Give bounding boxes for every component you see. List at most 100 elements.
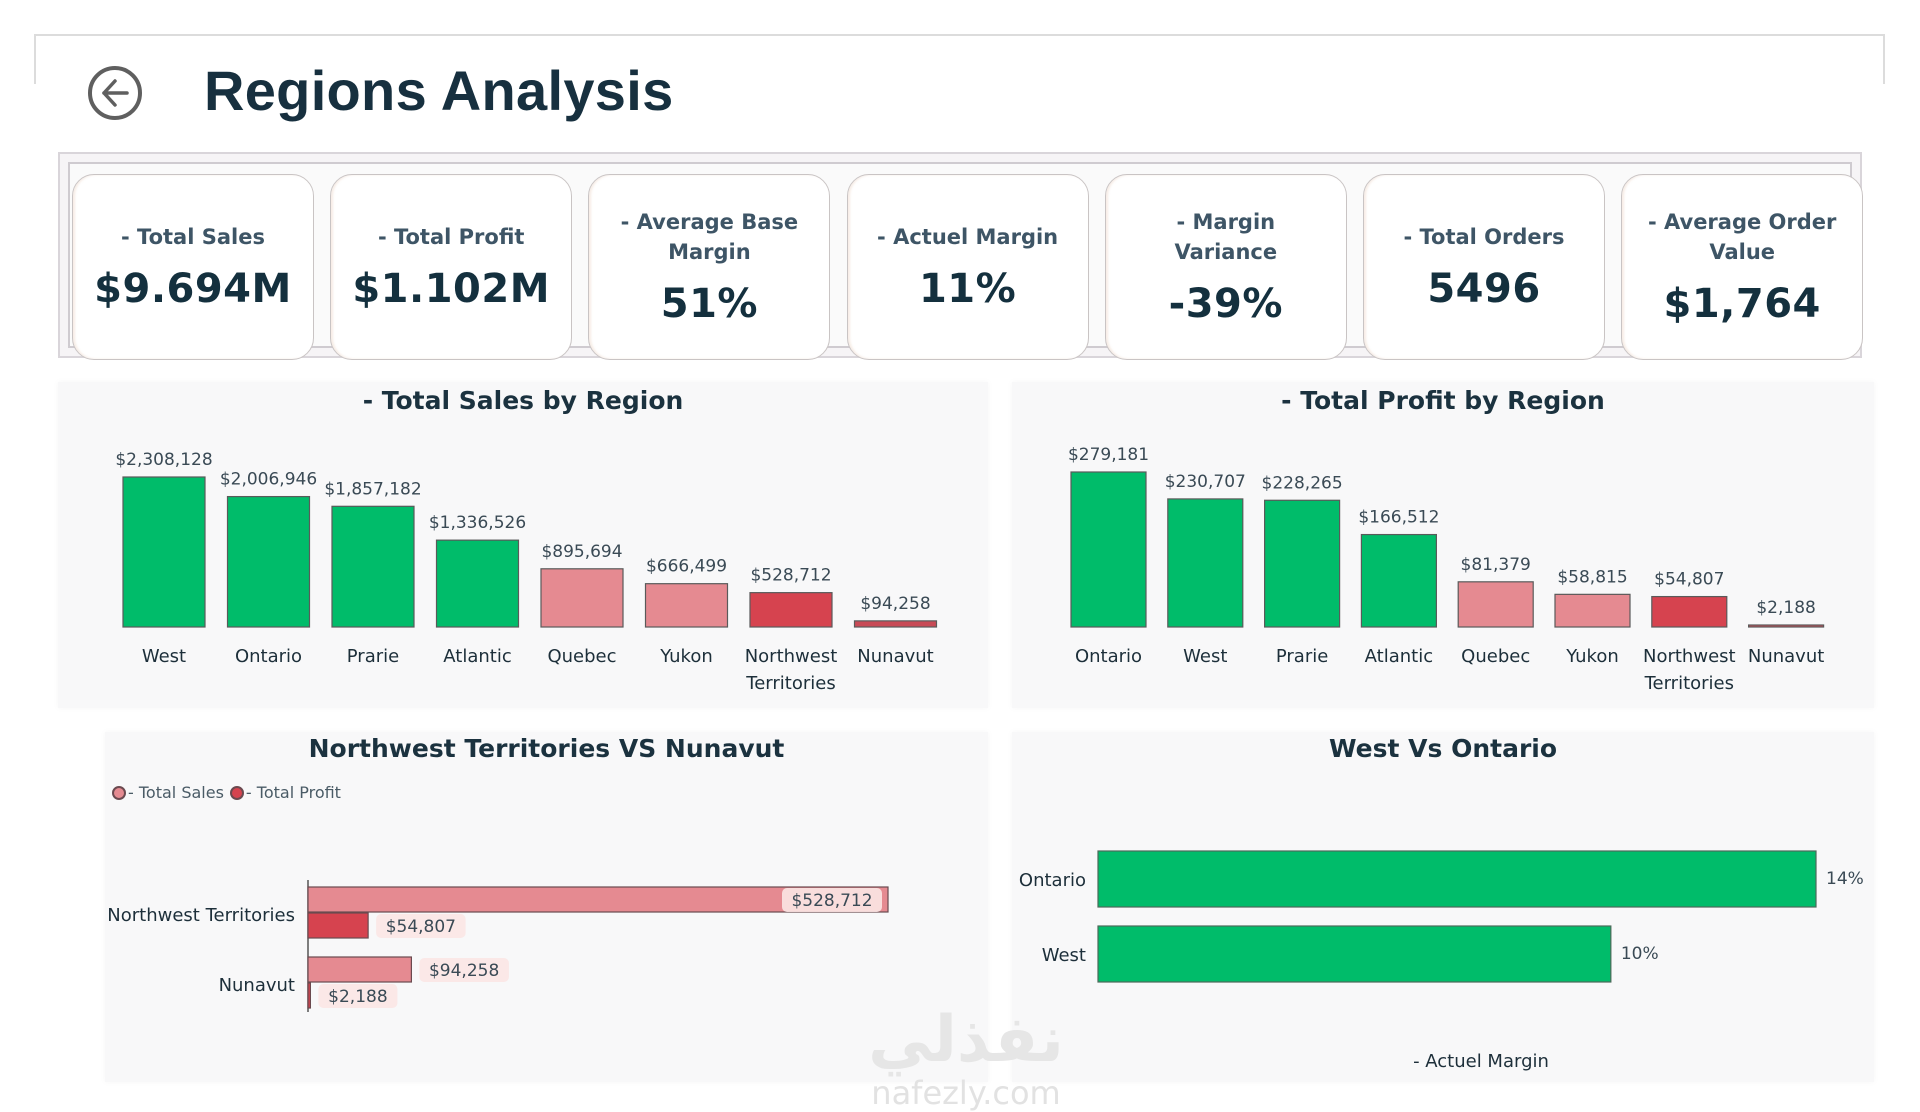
data-label: $166,512 [1358, 508, 1439, 528]
y-tick-label: Nunavut [219, 975, 295, 996]
kpi-label: - Total Orders [1403, 225, 1565, 249]
nwt-nunavut-chart-title: Northwest Territories VS Nunavut [308, 734, 785, 763]
data-label: $94,258 [860, 594, 930, 614]
bar-nunavut [1747, 624, 1825, 628]
bar--total-sales-nunavut [307, 956, 413, 983]
kpi-label: - Total Profit [377, 225, 525, 249]
bar-ontario [1070, 471, 1147, 628]
sales-chart-title: - Total Sales by Region [362, 386, 684, 415]
x-tick-label: Ontario [235, 646, 302, 667]
data-label: $1,336,526 [429, 513, 526, 533]
data-label: $228,265 [1262, 473, 1343, 493]
bar-quebec [1457, 581, 1534, 628]
kpi-label: - Average Base Margin [620, 210, 799, 264]
legend-marker-total-sales [112, 785, 126, 800]
data-label-bg [376, 914, 466, 938]
kpi-value: 11% [918, 266, 1017, 312]
x-tick-label: Nunavut [1748, 646, 1824, 667]
kpi-value: $1.102M [352, 266, 551, 312]
data-label: $1,857,182 [324, 479, 421, 499]
data-label: $279,181 [1068, 445, 1149, 465]
data-label: $666,499 [646, 557, 727, 577]
kpi-label: - Total Sales [121, 225, 265, 249]
data-label: $2,188 [1756, 598, 1815, 618]
sales-by-region-panel: - Total Sales by Region [58, 382, 988, 708]
kpi-card: - Average Base Margin 51% [588, 174, 831, 360]
data-label: $895,694 [541, 542, 622, 562]
bar-prarie [331, 505, 415, 628]
bar-west [1097, 925, 1612, 983]
x-tick-label: Ontario [1075, 646, 1142, 667]
bar-northwest-territories [749, 592, 833, 628]
profit-by-region-panel: - Total Profit by Region [1012, 382, 1874, 708]
chart-legend: - Total Sales - Total Profit [112, 783, 347, 802]
bar-prarie [1263, 499, 1341, 628]
data-label: $54,807 [386, 917, 456, 937]
kpi-container: - Total Sales $9.694M - Total Profit $1.102… [68, 162, 1864, 360]
data-label: $58,815 [1557, 567, 1627, 587]
kpi-card: - Actuel Margin 11% [846, 174, 1089, 360]
page-title: Regions Analysis [204, 59, 674, 122]
arrow-left-circle-icon [102, 79, 129, 107]
x-tick-label: Atlantic [1365, 646, 1433, 667]
data-label: $528,712 [750, 566, 831, 586]
x-tick-label: Northwest [1643, 646, 1736, 667]
x-tick-label: West [142, 646, 186, 667]
header-frame [34, 34, 1885, 84]
data-label: $230,707 [1165, 472, 1246, 492]
x-axis-title: - Actuel Margin [1413, 1051, 1549, 1072]
bar-atlantic [1360, 533, 1438, 628]
x-tick-label: Territories [745, 673, 835, 694]
kpi-card: - Total Sales $9.694M [72, 174, 314, 360]
data-label: $2,308,128 [115, 450, 212, 470]
data-label: $2,188 [328, 987, 387, 1007]
kpi-card: - Margin Variance -39% [1104, 174, 1347, 360]
kpi-value: 5496 [1427, 266, 1541, 312]
kpi-label: - Margin Variance [1174, 210, 1278, 264]
bar-ontario [226, 495, 311, 628]
data-label: $2,006,946 [220, 470, 317, 490]
kpi-strip: - Total Sales $9.694M - Total Profit $1.102… [58, 152, 1864, 360]
data-label-bg [419, 958, 509, 982]
data-label: $528,712 [791, 891, 872, 911]
x-tick-label: Quebec [547, 646, 616, 667]
profit-chart-title: - Total Profit by Region [1281, 386, 1605, 415]
west-ontario-chart-title: West Vs Ontario [1328, 734, 1558, 763]
back-button[interactable] [88, 66, 142, 120]
x-tick-label: Quebec [1461, 646, 1530, 667]
bar-yukon [1554, 593, 1631, 628]
kpi-label: - Average Order Value [1647, 210, 1837, 264]
data-label: $94,258 [429, 961, 499, 981]
kpi-card: - Total Orders 5496 [1363, 174, 1605, 360]
legend-marker-total-profit [229, 785, 244, 800]
kpi-card: - Average Order Value $1,764 [1621, 174, 1864, 360]
bar-west [122, 476, 206, 628]
x-tick-label: Atlantic [443, 646, 511, 667]
bar-nunavut [853, 620, 938, 628]
bar-yukon [644, 583, 729, 628]
bar-quebec [540, 568, 624, 628]
x-tick-label: Yukon [1565, 646, 1619, 667]
x-tick-label: Nunavut [857, 646, 933, 667]
bar--total-profit-nunavut [307, 982, 312, 1009]
bar-atlantic [435, 539, 520, 628]
x-tick-label: West [1183, 646, 1227, 667]
data-label-bg [318, 984, 398, 1008]
y-tick-label: Ontario [1019, 870, 1086, 891]
kpi-value: 51% [660, 281, 759, 327]
kpi-value: $1,764 [1663, 281, 1821, 327]
legend-label-total-sales: - Total Sales [128, 783, 224, 802]
data-label: $81,379 [1461, 555, 1531, 575]
bar-ontario [1097, 850, 1817, 908]
x-tick-label: Territories [1644, 673, 1734, 694]
x-tick-label: Yukon [659, 646, 713, 667]
bar-west [1167, 498, 1244, 628]
legend-label-total-profit: - Total Profit [245, 783, 341, 802]
data-label: 14% [1826, 869, 1864, 889]
kpi-value: $9.694M [94, 266, 292, 312]
data-label-bg [782, 888, 882, 912]
bar-northwest-territories [1651, 595, 1728, 628]
data-label: $54,807 [1654, 570, 1724, 590]
kpi-value: -39% [1168, 281, 1283, 327]
